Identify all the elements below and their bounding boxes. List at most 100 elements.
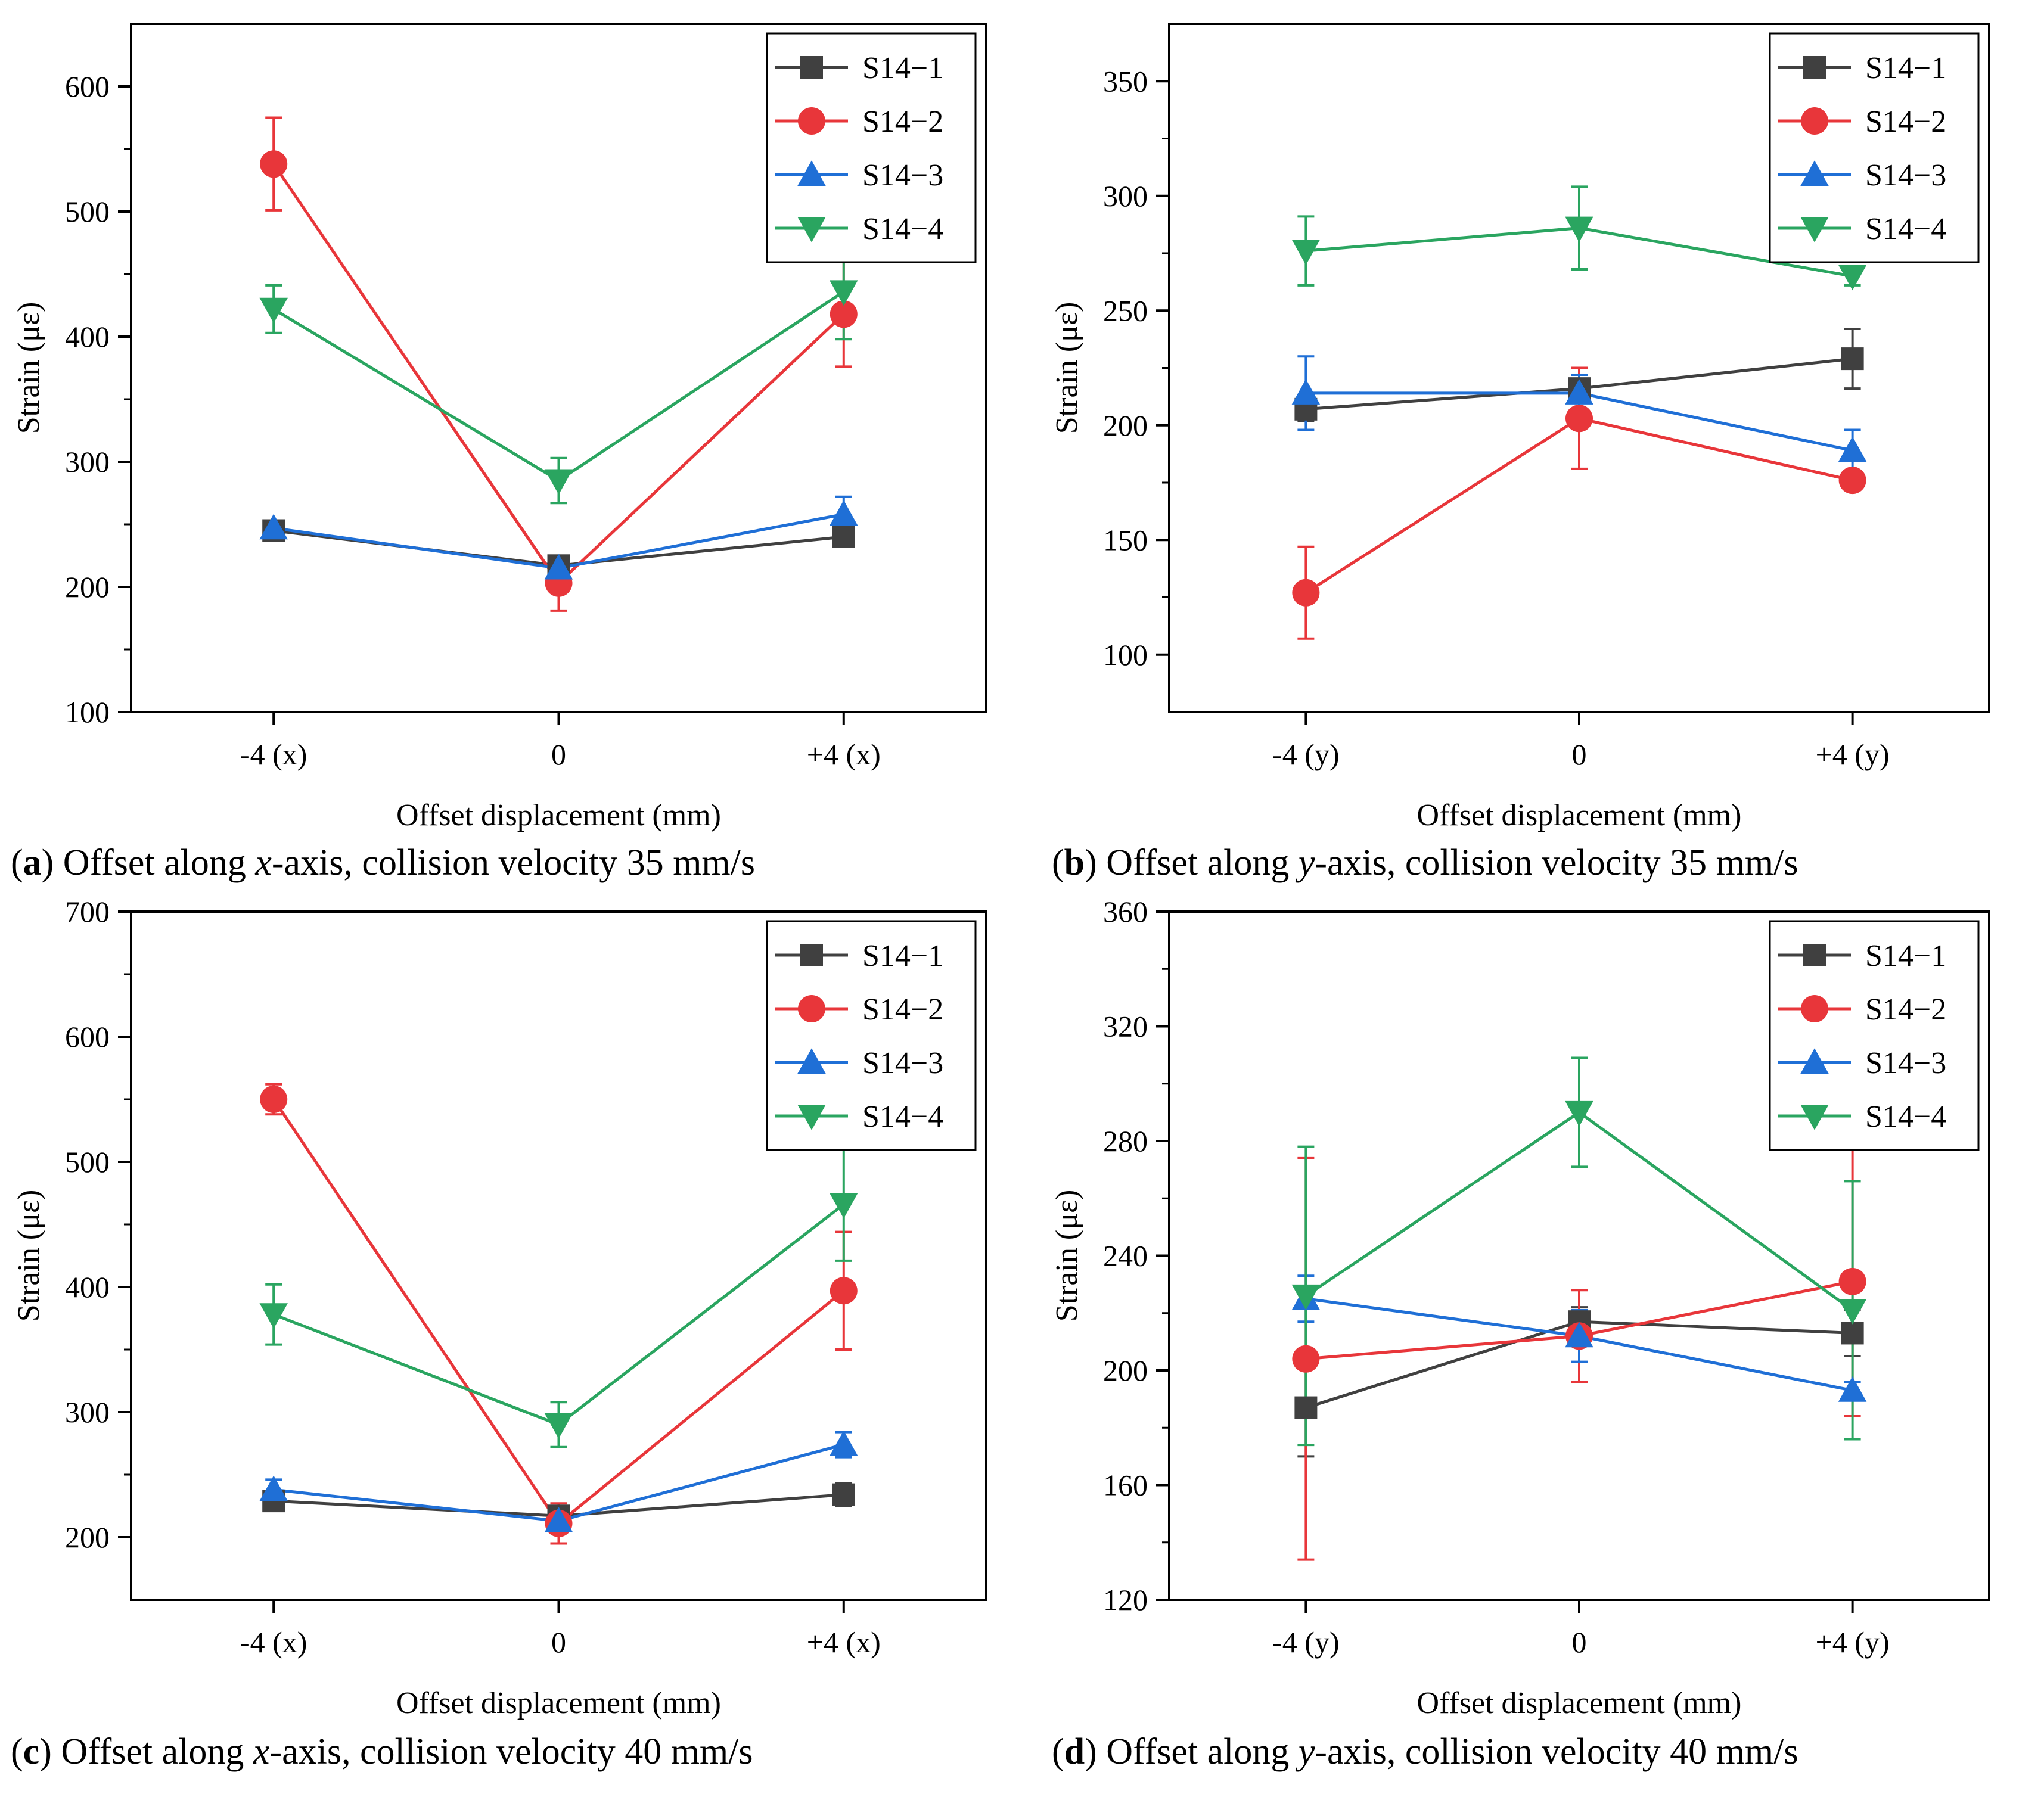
y-axis-title: Strain (με)	[12, 1190, 46, 1322]
data-point	[830, 280, 858, 306]
legend-marker	[1800, 1048, 1829, 1074]
caption-text: ) Offset along	[42, 842, 256, 883]
caption-paren: (	[11, 842, 23, 883]
y-tick-label: 300	[65, 445, 110, 478]
legend-label: S14−4	[1865, 1100, 1946, 1134]
data-point	[830, 300, 858, 328]
caption-axis: y	[1295, 842, 1315, 883]
x-tick-label: -4 (x)	[240, 1625, 307, 1659]
data-point	[1841, 1322, 1864, 1345]
legend-label: S14−4	[1865, 212, 1946, 246]
legend-label: S14−3	[862, 1046, 943, 1080]
y-tick-label: 150	[1103, 523, 1148, 556]
legend-marker	[1800, 217, 1829, 242]
caption-paren: (	[1052, 842, 1064, 883]
caption-axis: y	[1295, 1731, 1315, 1772]
x-axis-title: Offset displacement (mm)	[1417, 1686, 1742, 1720]
x-tick-label: -4 (x)	[240, 738, 307, 771]
caption-axis: x	[254, 842, 272, 883]
legend-marker	[800, 944, 823, 966]
caption-axis: x	[253, 1731, 270, 1772]
legend-label: S14−3	[862, 158, 943, 192]
data-point	[1565, 405, 1593, 433]
caption-letter: b	[1064, 842, 1085, 883]
x-tick-label: 0	[551, 738, 566, 771]
y-tick-label: 320	[1103, 1010, 1148, 1043]
legend-label: S14−3	[1865, 158, 1946, 192]
data-point	[259, 514, 288, 540]
legend-marker	[1801, 995, 1828, 1022]
y-tick-label: 600	[65, 1020, 110, 1053]
caption-text: ) Offset along	[1085, 1731, 1299, 1772]
data-point	[544, 469, 573, 495]
y-tick-label: 700	[65, 895, 110, 928]
data-point	[1838, 265, 1867, 291]
y-tick-label: 500	[65, 1145, 110, 1179]
data-point	[1838, 1376, 1867, 1402]
panel-caption: (a) Offset along x-axis, collision veloc…	[11, 842, 755, 883]
y-tick-label: 200	[65, 570, 110, 604]
y-tick-label: 500	[65, 195, 110, 228]
legend-marker	[1801, 107, 1828, 135]
legend-marker	[1800, 1105, 1829, 1130]
x-tick-label: +4 (x)	[807, 1625, 881, 1659]
data-point	[544, 554, 573, 580]
y-tick-label: 200	[1103, 409, 1148, 442]
data-point	[1565, 379, 1593, 405]
legend-label: S14−2	[1865, 993, 1946, 1027]
y-tick-label: 360	[1103, 895, 1148, 928]
x-tick-label: +4 (y)	[1816, 738, 1890, 771]
data-point	[1292, 1345, 1320, 1373]
series-line	[272, 1098, 845, 1526]
legend-label: S14−3	[1865, 1046, 1946, 1080]
legend-label: S14−1	[1865, 939, 1946, 973]
data-point	[259, 1475, 288, 1501]
x-tick-label: +4 (x)	[807, 738, 881, 771]
chart-panel-a: 100 200 300 400 500 600 -4 (x) 0 +4 (x) Offset di…	[11, 23, 987, 883]
legend-marker	[797, 1105, 826, 1130]
x-axis-title: Offset displacement (mm)	[396, 798, 721, 832]
x-tick-label: -4 (y)	[1272, 1625, 1339, 1659]
y-tick-label: 200	[1103, 1354, 1148, 1387]
caption-paren: (	[1052, 1731, 1064, 1772]
chart-panel-b: 100 150 200 250 300 350 -4 (y) 0 +4 (y) Offset di…	[1050, 23, 1990, 883]
y-tick-label: 300	[65, 1395, 110, 1429]
data-point	[1294, 1396, 1318, 1419]
y-tick-label: 400	[65, 320, 110, 353]
legend-label: S14−4	[862, 1100, 943, 1134]
y-axis-title: Strain (με)	[1050, 302, 1084, 434]
y-tick-label: 600	[65, 70, 110, 103]
legend-label: S14−1	[862, 939, 943, 973]
data-point	[1291, 379, 1321, 405]
series-line	[273, 1203, 845, 1426]
data-point	[1291, 1284, 1321, 1310]
panel-caption: (d) Offset along y-axis, collision veloc…	[1052, 1731, 1798, 1772]
legend-marker	[800, 56, 823, 79]
y-axis-title: Strain (με)	[1050, 1190, 1084, 1322]
data-point	[544, 1506, 573, 1532]
data-point	[260, 150, 288, 178]
caption-letter: a	[23, 842, 42, 883]
caption-text: ) Offset along	[39, 1731, 253, 1772]
y-tick-label: 400	[65, 1270, 110, 1304]
y-tick-label: 100	[1103, 638, 1148, 671]
legend-label: S14−1	[862, 51, 943, 85]
caption-text: -axis, collision velocity 35 mm/s	[1315, 842, 1798, 883]
data-point	[830, 1430, 858, 1456]
data-point	[1291, 240, 1321, 265]
x-tick-label: -4 (y)	[1272, 738, 1339, 771]
caption-text: -axis, collision velocity 40 mm/s	[269, 1731, 753, 1772]
caption-text: -axis, collision velocity 35 mm/s	[272, 842, 755, 883]
chart-panel-c: 200 300 400 500 600 700 -4 (x) 0 +4 (x) Offset di…	[11, 895, 987, 1772]
caption-paren: (	[11, 1731, 23, 1772]
series-line	[272, 163, 845, 586]
caption-text: ) Offset along	[1085, 842, 1299, 883]
y-tick-label: 200	[65, 1521, 110, 1554]
y-tick-label: 240	[1103, 1239, 1148, 1273]
data-point	[830, 1193, 858, 1219]
data-point	[260, 1086, 288, 1113]
data-point	[1838, 436, 1867, 462]
caption-text: -axis, collision velocity 40 mm/s	[1315, 1731, 1798, 1772]
data-point	[1565, 1322, 1593, 1348]
